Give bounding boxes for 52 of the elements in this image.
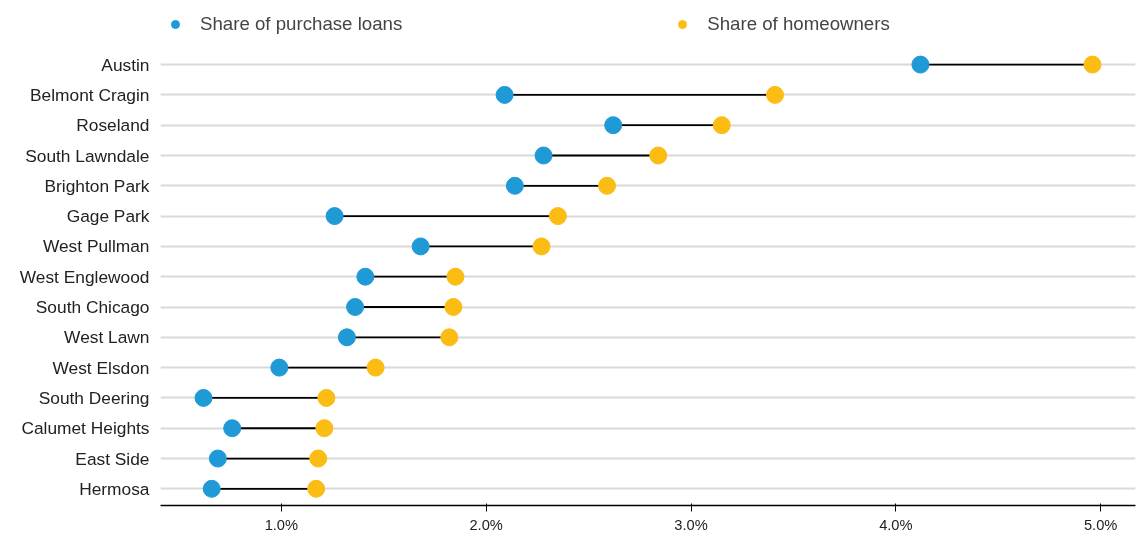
y-tick-label: Calumet Heights xyxy=(21,418,150,439)
point xyxy=(366,358,385,377)
x-tick-label: 5.0% xyxy=(1083,516,1118,533)
y-tick-label: South Lawndale xyxy=(25,145,150,166)
point xyxy=(532,237,551,256)
y-tick-label: Austin xyxy=(101,54,150,75)
point xyxy=(307,479,326,498)
y-tick-label: West Lawn xyxy=(64,327,150,348)
y-tick-label: East Side xyxy=(75,448,150,469)
point xyxy=(325,207,344,226)
point xyxy=(194,388,213,407)
point xyxy=(309,449,328,468)
point xyxy=(495,85,514,104)
point xyxy=(208,449,227,468)
point xyxy=(446,267,465,286)
point xyxy=(202,479,221,498)
point xyxy=(411,237,430,256)
point xyxy=(911,55,930,74)
point xyxy=(649,146,668,165)
legend-label: Share of purchase loans xyxy=(200,13,403,35)
point xyxy=(356,267,375,286)
y-tick-label: Brighton Park xyxy=(44,175,150,196)
y-tick-label: Hermosa xyxy=(79,478,150,499)
y-tick-label: Roseland xyxy=(76,115,150,136)
point xyxy=(317,388,336,407)
y-tick-label: West Englewood xyxy=(19,266,150,287)
y-tick-label: West Pullman xyxy=(42,236,150,257)
point xyxy=(598,176,617,195)
point xyxy=(337,328,356,347)
x-tick-label: 3.0% xyxy=(674,516,708,533)
y-tick-label: West Elsdon xyxy=(52,357,150,378)
point xyxy=(1083,55,1102,74)
point xyxy=(440,328,459,347)
point xyxy=(346,298,365,316)
y-tick-label: Gage Park xyxy=(66,206,150,227)
y-tick-label: South Chicago xyxy=(35,297,150,318)
point xyxy=(444,298,463,316)
y-tick-label: Belmont Cragin xyxy=(30,84,150,105)
point xyxy=(712,116,731,135)
point xyxy=(223,419,242,438)
point xyxy=(766,85,784,104)
point xyxy=(534,146,553,165)
point xyxy=(505,176,524,195)
x-tick-label: 4.0% xyxy=(879,516,913,533)
point xyxy=(315,419,334,438)
point xyxy=(548,207,567,226)
legend-label: Share of homeowners xyxy=(707,13,890,35)
y-tick-label: South Deering xyxy=(38,387,150,408)
x-tick-label: 2.0% xyxy=(469,516,503,533)
point xyxy=(270,358,289,377)
x-tick-label: 1.0% xyxy=(264,516,299,533)
point xyxy=(604,116,623,135)
